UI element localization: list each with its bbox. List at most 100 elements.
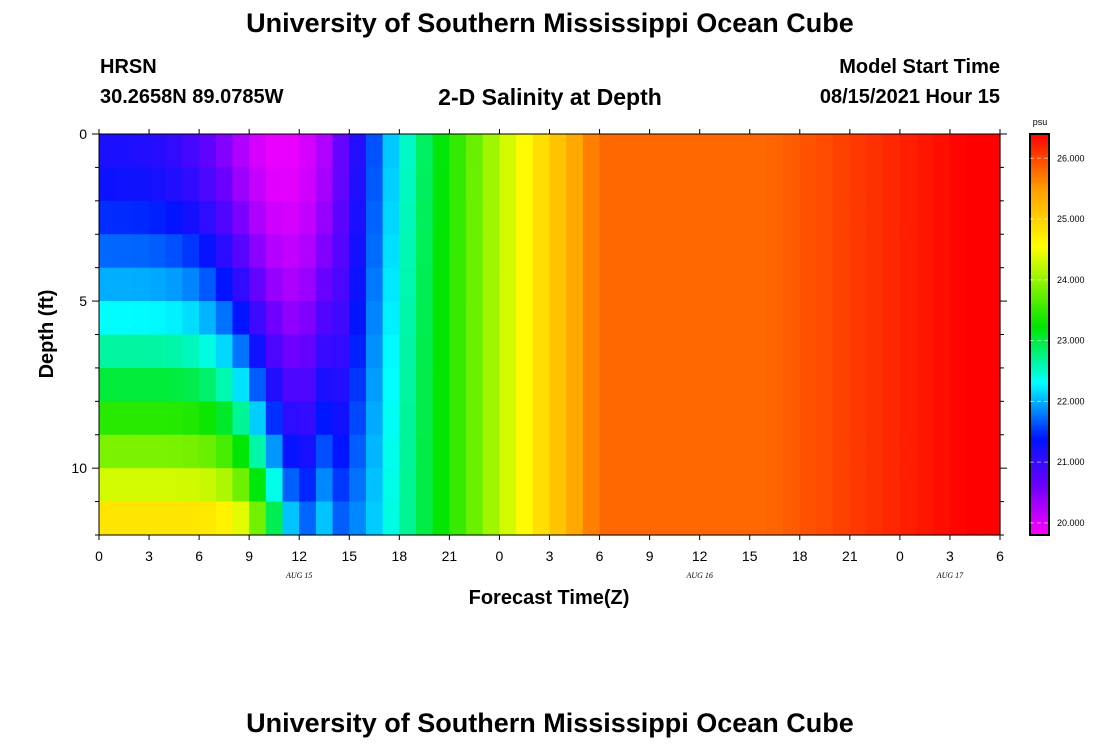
heatmap-cell xyxy=(265,501,284,536)
heatmap-cell xyxy=(566,234,584,269)
heatmap-cell xyxy=(99,167,117,202)
heatmap-cell xyxy=(733,267,751,302)
heatmap-cell xyxy=(966,401,984,436)
heatmap-cell xyxy=(949,200,968,235)
heatmap-cell xyxy=(849,434,868,469)
heatmap-cell xyxy=(199,401,217,436)
heatmap-cell xyxy=(115,301,133,336)
heatmap-cell xyxy=(349,434,367,469)
heatmap-cell xyxy=(682,334,701,369)
title-bottom: University of Southern Mississippi Ocean… xyxy=(246,708,854,738)
x-tick-label: 0 xyxy=(896,548,904,564)
heatmap-cell xyxy=(482,401,501,436)
heatmap-cell xyxy=(466,468,484,503)
heatmap-cell xyxy=(966,468,984,503)
heatmap-cell xyxy=(215,468,234,503)
heatmap-cell xyxy=(849,367,868,402)
heatmap-cell xyxy=(499,501,517,536)
heatmap-cell xyxy=(182,401,200,436)
model-start-label: Model Start Time xyxy=(839,56,1000,78)
heatmap-cell xyxy=(399,501,417,536)
heatmap-cell xyxy=(649,501,667,536)
x-tick-label: 12 xyxy=(692,548,708,564)
heatmap-cell xyxy=(883,301,901,336)
heatmap-cell xyxy=(549,234,567,269)
heatmap-cell xyxy=(282,401,300,436)
heatmap-cell xyxy=(866,367,884,402)
heatmap-cell xyxy=(716,167,734,202)
heatmap-cell xyxy=(582,301,601,336)
heatmap-cell xyxy=(532,367,551,402)
heatmap-cell xyxy=(599,367,617,402)
heatmap-cell xyxy=(899,367,918,402)
heatmap-cell xyxy=(416,434,434,469)
heatmap-cell xyxy=(249,167,267,202)
heatmap-cell xyxy=(332,234,350,269)
heatmap-cell xyxy=(682,501,701,536)
heatmap-cell xyxy=(699,434,717,469)
heatmap-cell xyxy=(582,200,601,235)
heatmap-cell xyxy=(582,267,601,302)
heatmap-cell xyxy=(466,434,484,469)
heatmap-cell xyxy=(99,401,117,436)
heatmap-cell xyxy=(849,200,868,235)
heatmap-cell xyxy=(232,134,250,169)
heatmap-cell xyxy=(799,200,818,235)
x-tick-label: 9 xyxy=(245,548,253,564)
heatmap-cell xyxy=(816,501,834,536)
heatmap-cell xyxy=(766,334,784,369)
x-tick-label: 6 xyxy=(195,548,203,564)
heatmap-cell xyxy=(432,234,450,269)
station-coords: 30.2658N 89.0785W xyxy=(100,86,284,108)
heatmap-cell xyxy=(416,501,434,536)
heatmap-cell xyxy=(482,367,501,402)
x-tick-label: 3 xyxy=(946,548,954,564)
x-tick-label: 3 xyxy=(145,548,153,564)
heatmap-cell xyxy=(432,401,450,436)
heatmap-cell xyxy=(866,501,884,536)
heatmap-cell xyxy=(149,267,167,302)
heatmap-cell xyxy=(599,234,617,269)
heatmap-cell xyxy=(716,134,734,169)
heatmap-cell xyxy=(482,234,501,269)
heatmap-cell xyxy=(733,234,751,269)
heatmap-cell xyxy=(532,434,551,469)
heatmap-cell xyxy=(966,200,984,235)
heatmap-cell xyxy=(649,167,667,202)
heatmap-cell xyxy=(799,267,818,302)
heatmap-cell xyxy=(466,267,484,302)
heatmap-cell xyxy=(616,501,634,536)
heatmap-cell xyxy=(365,200,384,235)
heatmap-cell xyxy=(549,301,567,336)
heatmap-cell xyxy=(332,301,350,336)
heatmap-cell xyxy=(332,501,350,536)
heatmap-cell xyxy=(482,267,501,302)
heatmap-cell xyxy=(816,367,834,402)
heatmap-cell xyxy=(916,401,934,436)
heatmap-cell xyxy=(432,434,450,469)
heatmap-cell xyxy=(616,468,634,503)
heatmap-cell xyxy=(916,267,934,302)
heatmap-cell xyxy=(182,134,200,169)
heatmap-cell xyxy=(616,234,634,269)
heatmap-cell xyxy=(249,434,267,469)
heatmap-cell xyxy=(299,501,317,536)
heatmap-cell xyxy=(449,234,467,269)
heatmap-cell xyxy=(99,301,117,336)
station-name: HRSN xyxy=(100,56,157,78)
heatmap-cell xyxy=(866,334,884,369)
heatmap-cell xyxy=(466,301,484,336)
date-label: AUG 15 xyxy=(285,571,312,580)
heatmap-cell xyxy=(983,167,1001,202)
heatmap-cell xyxy=(149,501,167,536)
heatmap-cell xyxy=(783,167,801,202)
heatmap-cell xyxy=(232,434,250,469)
heatmap-cell xyxy=(215,501,234,536)
heatmap-cell xyxy=(416,367,434,402)
heatmap-cell xyxy=(165,167,184,202)
heatmap-cell xyxy=(449,200,467,235)
heatmap-cell xyxy=(549,501,567,536)
heatmap-cell xyxy=(466,501,484,536)
heatmap-cell xyxy=(265,434,284,469)
heatmap-cell xyxy=(132,200,150,235)
